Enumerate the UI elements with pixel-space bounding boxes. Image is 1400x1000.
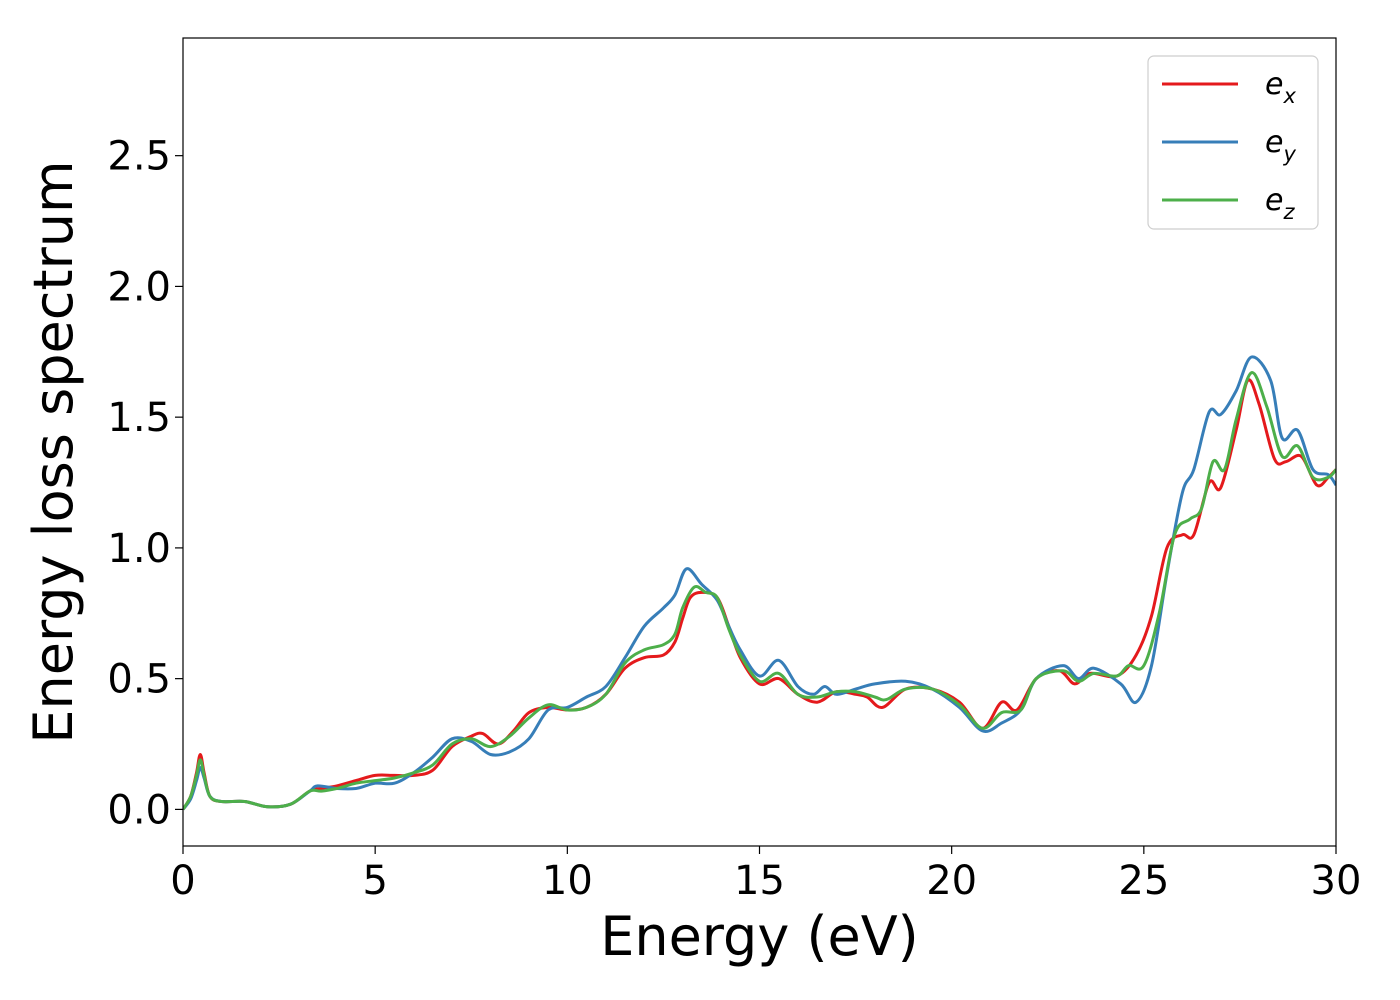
legend: ex ey ez: [1147, 55, 1319, 230]
y-tick-label: 0.5: [107, 657, 171, 703]
x-tick-label: 20: [926, 858, 977, 904]
legend-entry-e-z: ez: [1162, 183, 1295, 224]
x-tick-label: 10: [542, 858, 593, 904]
y-tick-label: 2.0: [107, 264, 171, 310]
x-tick-label: 5: [362, 858, 387, 904]
legend-entry-e-y: ey: [1162, 125, 1296, 166]
legend-label: ez: [1265, 183, 1295, 224]
legend-entry-e-x: ex: [1162, 67, 1296, 108]
x-tick-label: 25: [1118, 858, 1169, 904]
legend-label: ey: [1265, 125, 1296, 166]
y-tick-label: 2.5: [107, 134, 171, 180]
y-axis-label: Energy loss spectrum: [22, 160, 85, 743]
x-tick-label: 15: [734, 858, 785, 904]
x-tick-label: 30: [1311, 858, 1362, 904]
series-lines: [183, 355, 1336, 811]
series-line-e-y: [183, 355, 1336, 811]
legend-label: ex: [1265, 67, 1296, 108]
x-tick-label: 0: [170, 858, 195, 904]
series-line-e-z: [183, 371, 1336, 811]
x-axis: 0 5 10 15 20 25 30: [170, 846, 1361, 904]
y-tick-label: 0.0: [107, 787, 171, 833]
y-tick-label: 1.5: [107, 395, 171, 441]
y-tick-label: 1.0: [107, 526, 171, 572]
x-axis-label: Energy (eV): [600, 905, 919, 968]
y-axis: 0.0 0.5 1.0 1.5 2.0 2.5: [107, 134, 183, 833]
